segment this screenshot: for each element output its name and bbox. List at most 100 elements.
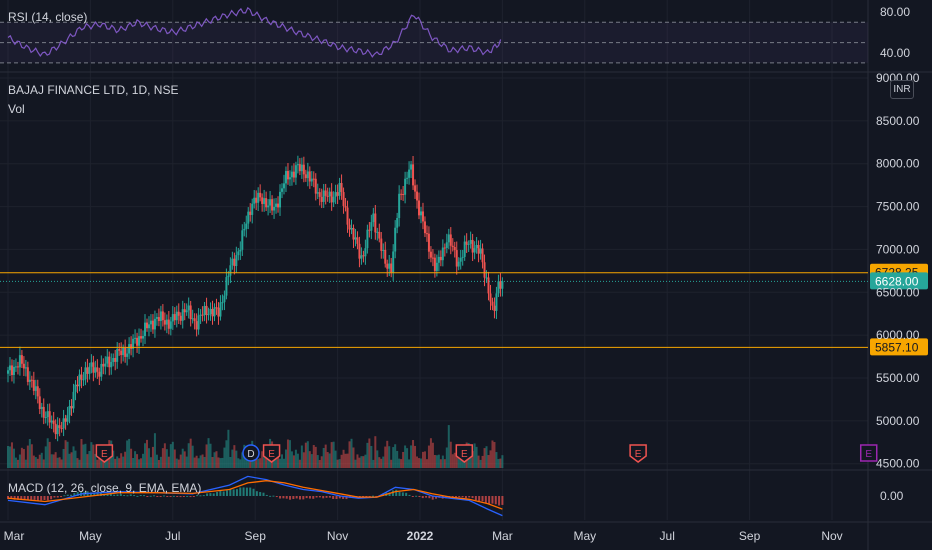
candle-body[interactable]	[421, 211, 424, 222]
candle-body[interactable]	[199, 314, 202, 316]
candle-body[interactable]	[7, 370, 9, 374]
candle-body[interactable]	[336, 192, 339, 196]
candle-body[interactable]	[142, 336, 145, 339]
candle-body[interactable]	[161, 311, 164, 321]
candle-body[interactable]	[157, 317, 160, 322]
candle-body[interactable]	[42, 406, 45, 418]
candle-body[interactable]	[64, 418, 67, 422]
candle-body[interactable]	[493, 305, 496, 311]
candle-body[interactable]	[473, 248, 476, 253]
candle-body[interactable]	[24, 367, 27, 369]
candle-body[interactable]	[352, 227, 355, 240]
candle-body[interactable]	[324, 190, 327, 196]
candle-body[interactable]	[374, 213, 377, 233]
rsi-indicator-label[interactable]: RSI (14, close)	[8, 10, 88, 24]
candle-body[interactable]	[62, 418, 65, 429]
candle-body[interactable]	[344, 205, 347, 208]
candle-body[interactable]	[471, 239, 474, 253]
candle-body[interactable]	[322, 190, 325, 202]
candle-body[interactable]	[406, 177, 409, 179]
candle-body[interactable]	[165, 319, 168, 325]
candle-body[interactable]	[151, 320, 154, 330]
candle-body[interactable]	[483, 262, 486, 278]
candle-body[interactable]	[441, 247, 444, 261]
candle-body[interactable]	[257, 192, 260, 203]
candle-body[interactable]	[485, 277, 488, 279]
candle-body[interactable]	[429, 251, 432, 258]
candle-body[interactable]	[312, 178, 315, 180]
candle-body[interactable]	[167, 319, 170, 329]
candle-body[interactable]	[469, 239, 472, 244]
candle-body[interactable]	[437, 256, 440, 263]
candle-body[interactable]	[211, 308, 214, 317]
candle-body[interactable]	[281, 188, 284, 192]
candle-body[interactable]	[195, 321, 198, 330]
candle-body[interactable]	[265, 198, 268, 208]
candle-body[interactable]	[443, 247, 446, 249]
candle-body[interactable]	[245, 223, 248, 229]
candle-body[interactable]	[457, 261, 460, 267]
candle-body[interactable]	[98, 371, 101, 377]
candle-body[interactable]	[376, 231, 379, 233]
candle-body[interactable]	[386, 263, 389, 269]
candle-body[interactable]	[316, 192, 319, 194]
candle-body[interactable]	[149, 320, 152, 325]
candle-body[interactable]	[20, 355, 23, 364]
candle-body[interactable]	[310, 178, 313, 182]
candle-body[interactable]	[358, 243, 361, 259]
candle-body[interactable]	[84, 367, 87, 380]
candle-body[interactable]	[147, 324, 150, 329]
candle-body[interactable]	[370, 222, 373, 231]
candle-body[interactable]	[18, 355, 21, 368]
candle-body[interactable]	[126, 353, 129, 357]
candle-body[interactable]	[191, 318, 194, 320]
candle-body[interactable]	[273, 206, 276, 211]
candle-body[interactable]	[136, 337, 139, 346]
macd-indicator-label[interactable]: MACD (12, 26, close, 9, EMA, EMA)	[8, 481, 202, 495]
candle-body[interactable]	[175, 311, 178, 321]
earnings-event-marker[interactable]: E	[262, 444, 281, 463]
candle-body[interactable]	[477, 244, 480, 254]
candle-body[interactable]	[183, 309, 186, 313]
candle-body[interactable]	[497, 281, 500, 294]
candle-body[interactable]	[169, 321, 172, 329]
macd-signal-line[interactable]	[7, 480, 503, 510]
candle-body[interactable]	[209, 308, 212, 315]
candle-body[interactable]	[114, 357, 117, 362]
candle-body[interactable]	[243, 228, 246, 231]
candle-body[interactable]	[60, 427, 63, 429]
candle-body[interactable]	[269, 199, 272, 206]
candle-body[interactable]	[145, 322, 148, 329]
candle-body[interactable]	[284, 171, 287, 184]
candle-body[interactable]	[171, 314, 174, 322]
candle-body[interactable]	[163, 320, 166, 325]
candle-body[interactable]	[237, 251, 240, 256]
candle-body[interactable]	[451, 245, 454, 247]
candle-body[interactable]	[342, 192, 345, 206]
candle-body[interactable]	[22, 363, 25, 369]
candle-body[interactable]	[130, 344, 133, 349]
candle-body[interactable]	[80, 374, 83, 380]
candle-body[interactable]	[354, 237, 357, 240]
candle-body[interactable]	[286, 171, 289, 180]
candle-body[interactable]	[155, 317, 158, 319]
candle-body[interactable]	[348, 224, 351, 230]
candle-body[interactable]	[58, 425, 61, 428]
candle-body[interactable]	[201, 314, 204, 316]
candle-body[interactable]	[362, 255, 365, 257]
candle-body[interactable]	[366, 229, 369, 249]
candle-body[interactable]	[74, 384, 77, 392]
candle-body[interactable]	[54, 423, 57, 435]
candle-body[interactable]	[187, 305, 190, 311]
candle-body[interactable]	[340, 183, 343, 193]
candle-body[interactable]	[231, 258, 234, 266]
candle-body[interactable]	[332, 196, 335, 203]
candle-body[interactable]	[112, 357, 115, 362]
candle-body[interactable]	[380, 238, 383, 251]
candle-body[interactable]	[328, 191, 331, 197]
candle-body[interactable]	[491, 301, 494, 306]
candle-body[interactable]	[122, 347, 125, 356]
candle-body[interactable]	[94, 367, 97, 373]
